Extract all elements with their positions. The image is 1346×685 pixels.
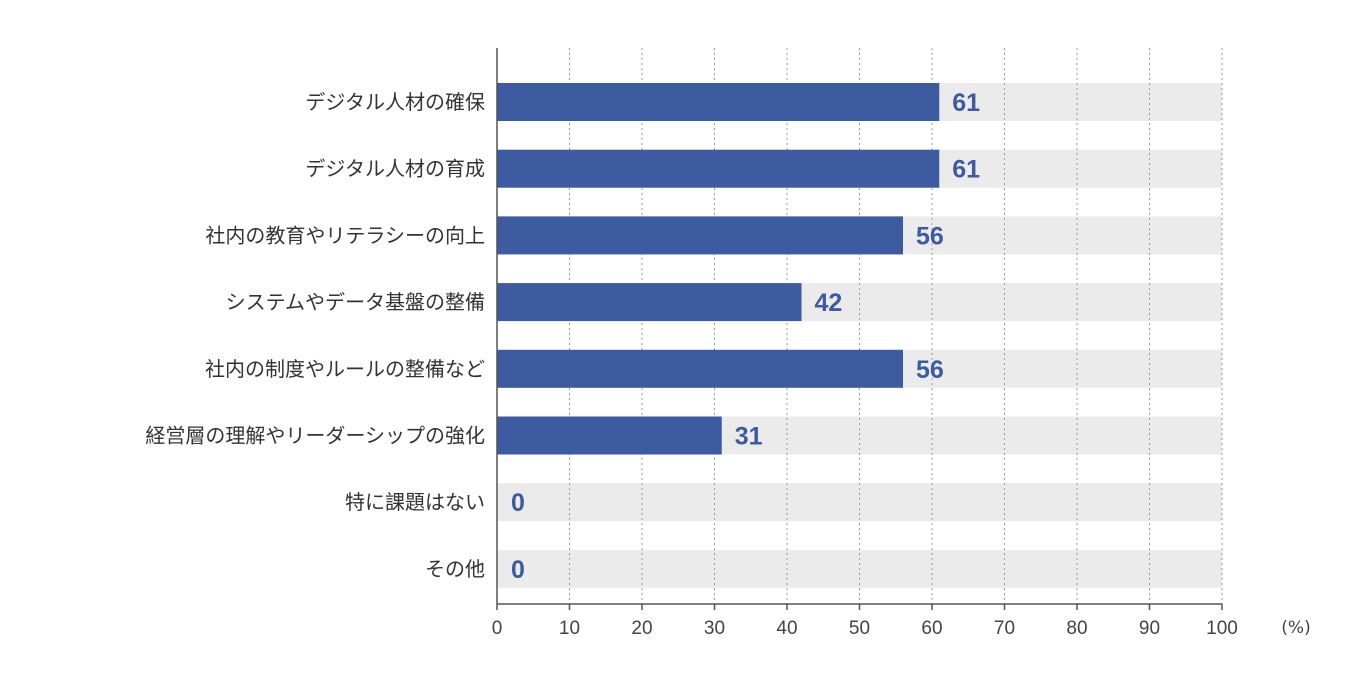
value-label: 0 [511, 489, 525, 517]
bar [497, 216, 903, 255]
bar [497, 149, 940, 188]
x-tick-label: 20 [631, 618, 652, 639]
value-label: 31 [735, 423, 763, 451]
category-label: 社内の制度やルールの整備など [205, 357, 485, 381]
value-label: 0 [511, 556, 525, 584]
category-label: 社内の教育やリテラシーの向上 [205, 223, 485, 247]
category-label: デジタル人材の育成 [305, 157, 485, 181]
category-label: その他 [425, 557, 485, 581]
value-label: 61 [952, 156, 980, 184]
category-label: デジタル人材の確保 [305, 90, 485, 114]
category-label: システムやデータ基盤の整備 [226, 290, 485, 314]
category-label: 経営層の理解やリーダーシップの強化 [145, 424, 485, 448]
x-tick-label: 30 [704, 618, 725, 639]
x-tick-label: 40 [776, 618, 797, 639]
x-tick-label: 70 [994, 618, 1015, 639]
value-label: 56 [916, 222, 944, 250]
x-tick-label: 90 [1139, 618, 1160, 639]
bar [497, 349, 903, 388]
bar [497, 283, 802, 322]
unit-label: (%) [1281, 618, 1310, 638]
x-tick-label: 50 [849, 618, 870, 639]
bar [497, 83, 940, 121]
value-label: 56 [916, 356, 944, 384]
x-tick-label: 10 [559, 618, 580, 639]
value-label: 42 [815, 289, 843, 317]
x-tick-label: 0 [492, 618, 503, 639]
value-label: 61 [952, 89, 980, 117]
bar [497, 416, 722, 455]
x-tick-label: 80 [1066, 618, 1087, 639]
x-tick-label: 60 [921, 618, 942, 639]
x-tick-label: 100 [1206, 618, 1238, 639]
category-label: 特に課題はない [345, 490, 485, 514]
